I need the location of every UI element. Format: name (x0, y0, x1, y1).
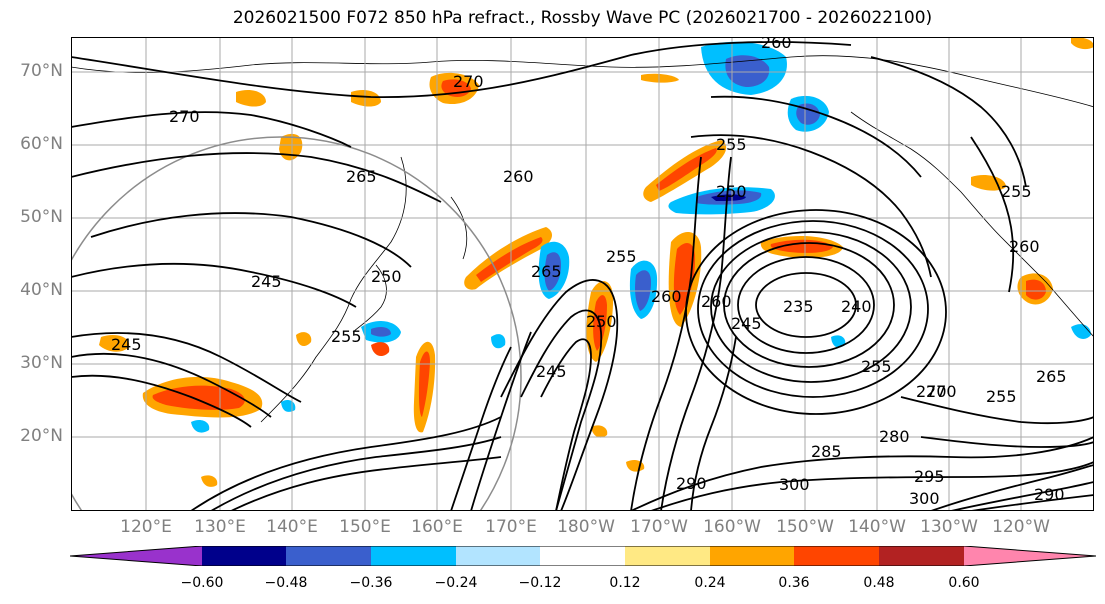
contour-label-layer: 260 270 270 265 260 255 250 255 265 250 … (111, 37, 1067, 508)
lon-label-140w: 140°W (848, 517, 906, 537)
lat-label-70n: 70°N (20, 61, 63, 81)
lon-label-150w: 150°W (776, 517, 834, 537)
lat-label-40n: 40°N (20, 280, 63, 300)
colorbar-segment (286, 546, 371, 566)
contour-label: 240 (841, 297, 872, 316)
contour-label: 255 (986, 387, 1017, 406)
contour-label: 255 (1001, 182, 1032, 201)
colorbar-tick: 0.12 (609, 575, 641, 591)
map-title: 2026021500 F072 850 hPa refract., Rossby… (232, 8, 933, 28)
contour-label: 255 (331, 327, 362, 346)
lat-label-30n: 30°N (20, 353, 63, 373)
refractivity-contours (71, 41, 1094, 511)
contour-label: 270 (169, 107, 200, 126)
lon-label-170e: 170°E (485, 517, 537, 537)
colorbar-segment-highest (964, 546, 1096, 566)
lat-label-60n: 60°N (20, 134, 63, 154)
contour-label: 250 (586, 312, 617, 331)
colorbar-segment (202, 546, 286, 566)
lon-label-150e: 150°E (339, 517, 391, 537)
colorbar-segment (371, 546, 456, 566)
colorbar-tick: 0.60 (948, 575, 980, 591)
colorbar-tick: −0.24 (434, 575, 478, 591)
map-panel: 260 270 270 265 260 255 250 255 265 250 … (71, 37, 1094, 511)
lon-label-160w: 160°W (703, 517, 761, 537)
lon-label-170w: 170°W (630, 517, 688, 537)
lon-label-180w: 180°W (557, 517, 615, 537)
contour-label: 285 (811, 442, 842, 461)
contour-label: 300 (909, 489, 940, 508)
contour-label: 255 (716, 135, 747, 154)
contour-label: 265 (531, 262, 562, 281)
colorbar-segment-lowest (70, 546, 202, 566)
lon-label-120w: 120°W (992, 517, 1050, 537)
contour-label: 245 (536, 362, 567, 381)
colorbar-tick: 0.24 (694, 575, 726, 591)
colorbar-tick: −0.36 (349, 575, 393, 591)
colorbar-tick: −0.60 (180, 575, 224, 591)
graticule (71, 37, 1094, 511)
lon-label-160e: 160°E (411, 517, 463, 537)
colorbar (70, 546, 1096, 566)
contour-label: 245 (251, 272, 282, 291)
lat-label-20n: 20°N (20, 426, 63, 446)
contour-label: 300 (779, 475, 810, 494)
contour-label: 250 (371, 267, 402, 286)
colorbar-tick: 0.36 (778, 575, 810, 591)
contour-label: 270 (916, 382, 947, 401)
colorbar-tick: 0.48 (863, 575, 895, 591)
contour-label: 250 (716, 182, 747, 201)
colorbar-tick: −0.48 (264, 575, 308, 591)
lon-label-120e: 120°E (120, 517, 172, 537)
coastlines (71, 55, 1094, 423)
contour-label: 295 (914, 467, 945, 486)
contour-label: 245 (111, 335, 142, 354)
lon-label-140e: 140°E (266, 517, 318, 537)
contour-label: 260 (761, 37, 792, 52)
colorbar-segment (710, 546, 794, 566)
contour-label: 265 (1036, 367, 1067, 386)
colorbar-segment (625, 546, 710, 566)
colorbar-segment (794, 546, 879, 566)
contour-label: 270 (453, 72, 484, 91)
contour-label: 255 (861, 357, 892, 376)
reference-circle (71, 136, 522, 511)
colorbar-segment (456, 546, 540, 566)
contour-label: 260 (651, 287, 682, 306)
contour-label: 280 (879, 427, 910, 446)
contour-label: 255 (606, 247, 637, 266)
colorbar-tick: −0.12 (518, 575, 562, 591)
lat-label-50n: 50°N (20, 207, 63, 227)
contour-label: 265 (346, 167, 377, 186)
colorbar-segment (879, 546, 964, 566)
contour-label: 290 (1034, 485, 1065, 504)
contour-label: 270 (926, 382, 957, 401)
contour-label: 260 (701, 292, 732, 311)
contour-label: 245 (731, 314, 762, 333)
lon-label-130e: 130°E (194, 517, 246, 537)
contour-label: 235 (783, 297, 814, 316)
contour-label: 290 (676, 474, 707, 493)
contour-label: 260 (1009, 237, 1040, 256)
contour-label: 260 (503, 167, 534, 186)
lon-label-130w: 130°W (920, 517, 978, 537)
colorbar-segment (540, 546, 625, 566)
